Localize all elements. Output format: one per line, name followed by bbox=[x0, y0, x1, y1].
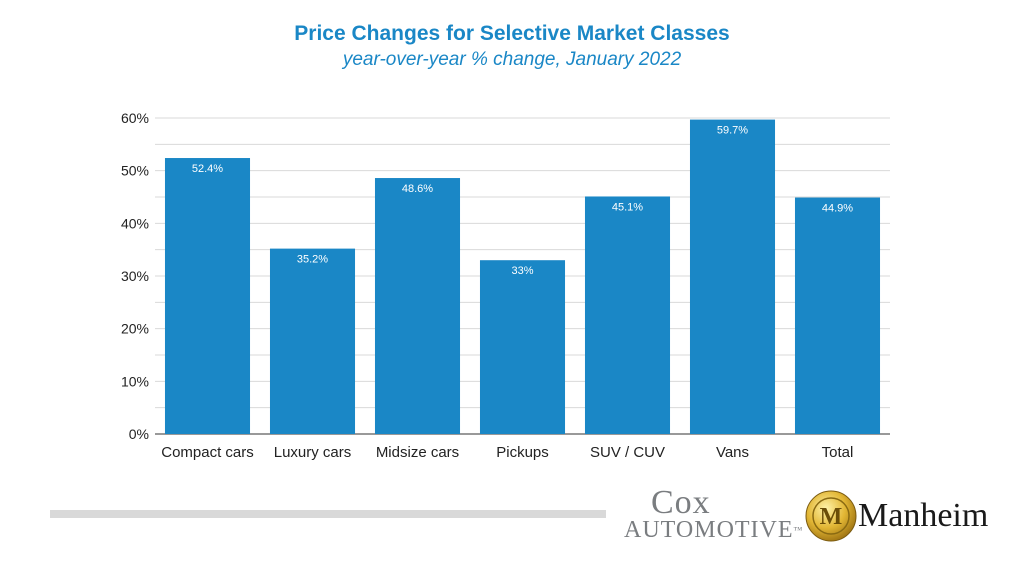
x-category-label: Pickups bbox=[496, 444, 549, 461]
bar bbox=[269, 248, 356, 434]
x-category-label: Midsize cars bbox=[376, 444, 459, 461]
data-label: 45.1% bbox=[612, 201, 643, 213]
bar bbox=[479, 260, 566, 434]
chart-subtitle: year-over-year % change, January 2022 bbox=[342, 49, 682, 70]
x-category-label: SUV / CUV bbox=[590, 444, 665, 461]
x-category-label: Total bbox=[822, 444, 854, 461]
y-tick-label: 40% bbox=[121, 215, 149, 231]
y-tick-label: 30% bbox=[121, 268, 149, 284]
cox-logo-word: Cox bbox=[651, 484, 711, 521]
cox-automotive-logo: Cox AUTOMOTIVE™ bbox=[622, 484, 802, 546]
y-tick-label: 10% bbox=[121, 373, 149, 389]
decorative-divider-bar bbox=[50, 510, 606, 518]
x-category-label: Compact cars bbox=[161, 444, 254, 461]
x-category-label: Luxury cars bbox=[274, 444, 352, 461]
cox-logo-subword: AUTOMOTIVE™ bbox=[624, 517, 804, 543]
y-tick-label: 0% bbox=[129, 426, 149, 442]
manheim-emblem-icon: M bbox=[805, 490, 857, 542]
data-label: 59.7% bbox=[717, 125, 748, 137]
x-category-label: Vans bbox=[716, 444, 749, 461]
svg-text:M: M bbox=[820, 504, 843, 530]
chart-title: Price Changes for Selective Market Class… bbox=[294, 22, 730, 45]
y-tick-label: 60% bbox=[121, 110, 149, 126]
bar bbox=[584, 196, 671, 434]
data-label: 48.6% bbox=[402, 183, 433, 195]
data-label: 35.2% bbox=[297, 254, 328, 266]
y-tick-label: 20% bbox=[121, 321, 149, 337]
manheim-logo-word: Manheim bbox=[858, 497, 989, 534]
y-tick-label: 50% bbox=[121, 163, 149, 179]
data-label: 33% bbox=[511, 265, 533, 277]
bar bbox=[689, 119, 776, 434]
bar bbox=[374, 178, 461, 434]
bar bbox=[794, 197, 881, 434]
data-label: 52.4% bbox=[192, 163, 223, 175]
data-label: 44.9% bbox=[822, 203, 853, 215]
bar bbox=[164, 158, 251, 434]
